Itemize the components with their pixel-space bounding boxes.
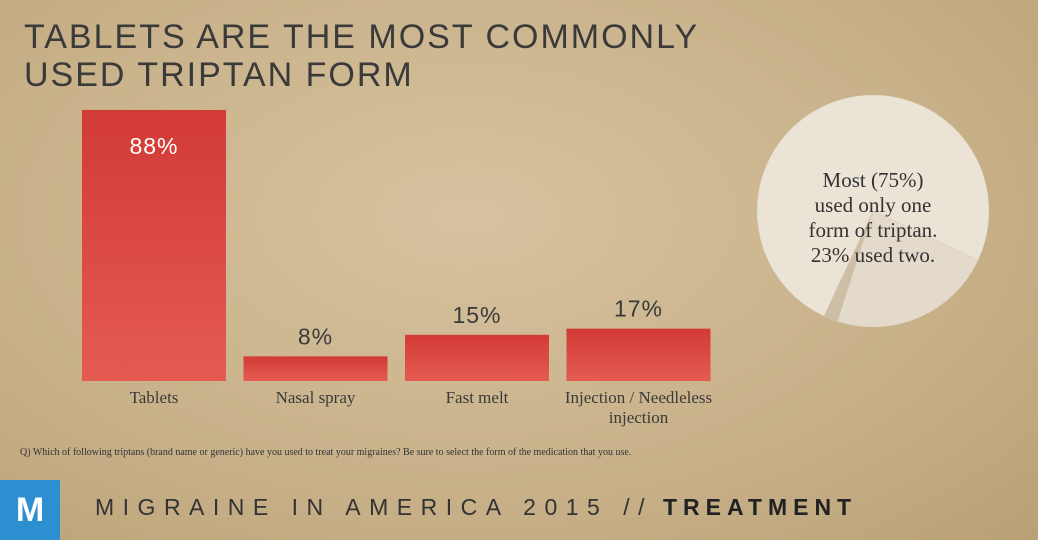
pie-slice [756, 94, 990, 317]
pie-annotation: Most (75%) used only one form of triptan. 2… [773, 168, 973, 268]
pie-annotation-line: Most (75%) [822, 168, 924, 192]
bar [405, 334, 549, 381]
value-label: 88% [129, 133, 178, 159]
value-label: 17% [614, 296, 663, 322]
bar [243, 356, 388, 381]
footer-series: MIGRAINE IN AMERICA 2015 // [95, 494, 653, 520]
pie-slice [837, 210, 979, 328]
pie-annotation-line: 23% used two. [810, 243, 936, 267]
category-label: Nasal spray [275, 388, 356, 407]
category-label: Fast melt [445, 388, 509, 407]
footer: MIGRAINE IN AMERICA 2015 // TREATMENT [95, 494, 857, 521]
pie-annotation-line: form of triptan. [808, 218, 938, 242]
value-label: 8% [298, 323, 333, 349]
pie-annotation-line: used only one [814, 193, 932, 217]
category-label: Injection / Needleless injection [564, 388, 713, 427]
footer-section: TREATMENT [663, 494, 858, 520]
bar [566, 328, 711, 381]
logo: M [0, 480, 60, 540]
footnote: Q) Which of following triptans (brand na… [20, 447, 632, 458]
pie-slice [823, 210, 874, 322]
title: TABLETS ARE THE MOST COMMONLY USED TRIPT… [24, 18, 699, 94]
value-label: 15% [452, 302, 501, 328]
category-label: Tablets [129, 388, 179, 407]
bar [82, 109, 226, 382]
